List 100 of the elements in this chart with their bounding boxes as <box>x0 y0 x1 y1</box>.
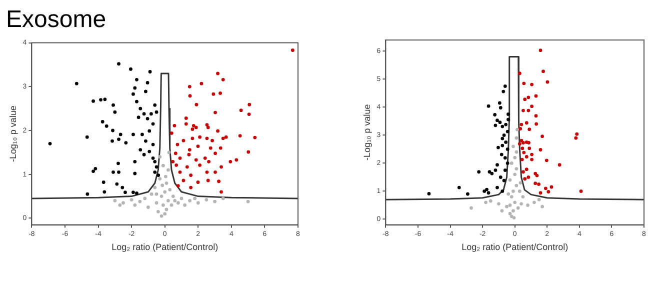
point <box>117 170 120 174</box>
point <box>506 130 510 134</box>
point <box>506 112 510 116</box>
point <box>504 122 508 126</box>
point <box>500 152 504 156</box>
point <box>163 190 167 194</box>
point <box>118 132 122 136</box>
point <box>115 182 119 186</box>
point <box>502 134 506 137</box>
point <box>522 108 525 112</box>
point <box>503 156 507 160</box>
point <box>113 110 117 114</box>
point <box>457 186 461 190</box>
point <box>94 166 98 170</box>
point <box>122 201 125 205</box>
point <box>500 190 504 193</box>
point <box>158 177 162 180</box>
point <box>132 92 135 96</box>
point <box>183 203 187 207</box>
point <box>156 174 160 177</box>
point <box>470 206 473 210</box>
point <box>502 90 506 94</box>
point <box>163 212 167 216</box>
point <box>506 148 510 151</box>
point <box>196 201 200 205</box>
point <box>204 198 208 202</box>
point <box>161 164 165 168</box>
point <box>532 200 536 204</box>
point <box>538 48 542 52</box>
point <box>153 170 157 174</box>
point <box>528 146 532 150</box>
point <box>506 192 510 196</box>
point <box>142 152 146 156</box>
point <box>173 198 177 202</box>
point <box>522 170 525 174</box>
point <box>520 122 524 126</box>
point <box>118 203 122 207</box>
point <box>496 146 500 150</box>
point <box>112 170 115 174</box>
point <box>486 104 490 108</box>
point <box>151 156 155 160</box>
point <box>166 168 170 172</box>
point <box>546 190 550 194</box>
point <box>524 168 528 172</box>
point <box>522 150 526 154</box>
point <box>488 170 492 174</box>
point <box>518 142 522 146</box>
point <box>164 181 168 185</box>
point <box>518 181 522 184</box>
point <box>161 203 165 207</box>
point <box>494 168 498 172</box>
point <box>150 192 154 196</box>
point <box>490 172 494 176</box>
point <box>512 144 515 148</box>
point <box>523 177 527 181</box>
point <box>135 192 138 195</box>
point <box>538 148 542 152</box>
point <box>497 202 500 206</box>
point <box>524 121 528 125</box>
point <box>427 192 431 196</box>
point <box>143 196 147 200</box>
point <box>188 198 192 202</box>
x-axis-title: Log₂ ratio (Patient/Control) <box>462 242 568 252</box>
point <box>530 104 534 108</box>
y-axis-title: -Log₁₀ p value <box>362 104 372 161</box>
point <box>154 165 158 169</box>
point <box>151 142 155 146</box>
point <box>530 82 534 86</box>
point <box>518 190 522 193</box>
point <box>518 127 522 130</box>
point <box>246 200 250 204</box>
point <box>498 101 502 105</box>
point <box>144 90 148 94</box>
point <box>136 116 140 120</box>
point <box>154 201 158 205</box>
point <box>116 162 120 166</box>
point <box>506 162 510 165</box>
point <box>85 135 89 139</box>
point <box>158 155 162 159</box>
point <box>176 201 180 205</box>
point <box>498 106 502 110</box>
point <box>523 98 527 102</box>
point <box>513 156 517 160</box>
point <box>132 190 135 194</box>
point <box>154 110 158 114</box>
point <box>522 141 525 144</box>
point <box>516 206 520 210</box>
point <box>516 128 519 132</box>
point <box>133 160 137 164</box>
point <box>138 148 142 152</box>
point <box>538 191 542 195</box>
point <box>142 112 146 116</box>
point <box>534 122 538 126</box>
point <box>520 146 524 150</box>
point <box>213 200 216 204</box>
point <box>508 178 512 182</box>
point <box>514 184 518 188</box>
point <box>164 208 168 212</box>
point <box>164 174 168 178</box>
point <box>154 192 158 196</box>
